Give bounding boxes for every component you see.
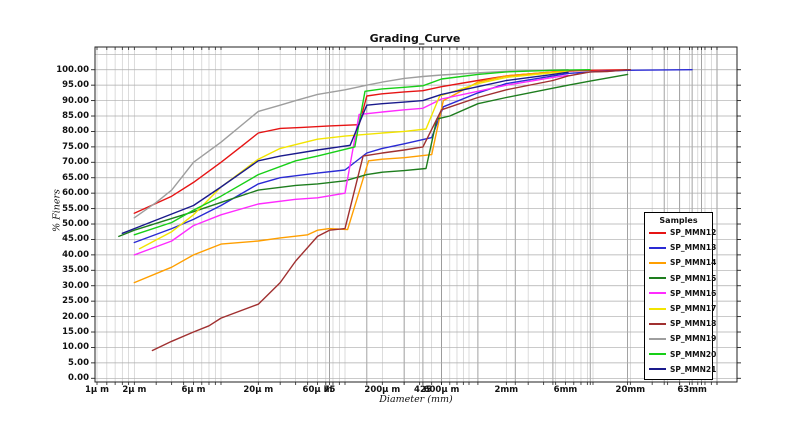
- series-line-SP_MMN15: [118, 73, 629, 238]
- y-tick-label: 80.00: [62, 126, 89, 137]
- legend-entry: SP_MMN21: [645, 362, 716, 377]
- x-tick-label: 6µ m: [181, 385, 206, 395]
- legend-swatch-line: [649, 322, 666, 325]
- y-tick-label: 75.00: [62, 141, 89, 152]
- y-tick-label: 10.00: [62, 342, 89, 353]
- y-tick-label: 25.00: [62, 296, 89, 307]
- y-tick-label: 0.00: [68, 373, 89, 384]
- legend-swatch-line: [649, 307, 666, 310]
- y-tick-label: 35.00: [62, 265, 89, 276]
- series-line-SP_MMN19: [133, 68, 569, 219]
- x-tick-label: 2mm: [494, 385, 519, 395]
- legend-title: Samples: [659, 216, 698, 225]
- legend-entry-label: SP_MMN21: [670, 364, 717, 374]
- x-tick-label: 75: [323, 385, 336, 395]
- series-line-SP_MMN16: [133, 74, 569, 256]
- series-line-SP_MMN17: [138, 70, 569, 250]
- legend-swatch-line: [649, 337, 666, 340]
- y-tick-label: 95.00: [62, 80, 89, 91]
- legend-entry-label: SP_MMN20: [670, 349, 717, 359]
- plot-frame: [94, 46, 738, 383]
- x-tick-label: 2µ m: [122, 385, 147, 395]
- legend-entry-label: SP_MMN16: [670, 288, 717, 298]
- x-tick-label: 200µ m: [364, 385, 401, 395]
- chart-title: Grading_Curve: [369, 32, 461, 45]
- series-line-SP_MMN14: [133, 70, 569, 284]
- y-tick-label: 100.00: [56, 64, 89, 75]
- legend-entry: SP_MMN14: [645, 255, 716, 270]
- y-tick-label: 20.00: [62, 311, 89, 322]
- y-tick-label: 40.00: [62, 249, 89, 260]
- y-tick-label: 30.00: [62, 280, 89, 291]
- legend-entry: SP_MMN12: [645, 225, 716, 240]
- legend-entry: SP_MMN16: [645, 286, 716, 301]
- y-tick-label: 60.00: [62, 188, 89, 199]
- y-tick-label: 15.00: [62, 327, 89, 337]
- legend-entry-label: SP_MMN18: [670, 319, 717, 329]
- x-tick-label: 425: [414, 385, 432, 395]
- legend-entry-label: SP_MMN13: [670, 243, 717, 253]
- legend-entry-label: SP_MMN15: [670, 273, 717, 283]
- legend-entry: SP_MMN17: [645, 301, 716, 316]
- x-tick-label: 20mm: [615, 385, 646, 395]
- x-axis-title: Diameter (mm): [379, 394, 453, 405]
- y-tick-label: 50.00: [62, 219, 89, 229]
- legend-swatch-line: [649, 277, 666, 280]
- legend-swatch-line: [649, 368, 666, 371]
- legend-entry: SP_MMN13: [645, 240, 716, 255]
- legend-swatch-line: [649, 261, 666, 264]
- legend-entry-label: SP_MMN19: [670, 334, 717, 344]
- y-tick-label: 90.00: [62, 95, 89, 106]
- y-tick-label: 85.00: [62, 111, 89, 121]
- legend-entry: SP_MMN20: [645, 347, 716, 362]
- x-tick-label: 6mm: [553, 385, 578, 395]
- series-line-SP_MMN20: [133, 68, 591, 236]
- legend-entry: SP_MMN19: [645, 331, 716, 346]
- x-tick-label: 600µ m: [423, 385, 460, 395]
- legend-swatch-line: [649, 231, 666, 234]
- series-line-SP_MMN13: [133, 68, 693, 244]
- legend-entry-label: SP_MMN14: [670, 258, 717, 268]
- legend-entry-label: SP_MMN17: [670, 304, 717, 314]
- y-tick-label: 55.00: [62, 203, 89, 214]
- legend-box: Samples SP_MMN12 SP_MMN13 SP_MMN14 SP_MMN15…: [644, 212, 716, 380]
- y-tick-label: 5.00: [68, 357, 89, 368]
- series-line-SP_MMN18: [151, 68, 631, 352]
- legend-entry: SP_MMN18: [645, 316, 716, 331]
- series-line-SP_MMN21: [121, 71, 569, 235]
- x-tick-label: 1µ m: [85, 385, 109, 395]
- x-tick-label: 60µ m: [302, 385, 333, 395]
- legend-entries: SP_MMN12 SP_MMN13 SP_MMN14 SP_MMN15 SP_MMN16…: [645, 225, 716, 377]
- x-tick-label: 20µ m: [243, 385, 274, 395]
- x-tick-label: 63mm: [677, 385, 707, 395]
- legend-entry-label: SP_MMN12: [670, 228, 717, 238]
- legend-swatch-line: [649, 353, 666, 356]
- legend-swatch-line: [649, 246, 666, 249]
- legend-swatch-line: [649, 292, 666, 295]
- y-tick-label: 45.00: [62, 234, 89, 245]
- y-tick-label: 65.00: [62, 172, 89, 183]
- legend-entry: SP_MMN15: [645, 271, 716, 286]
- y-tick-label: 70.00: [62, 157, 89, 168]
